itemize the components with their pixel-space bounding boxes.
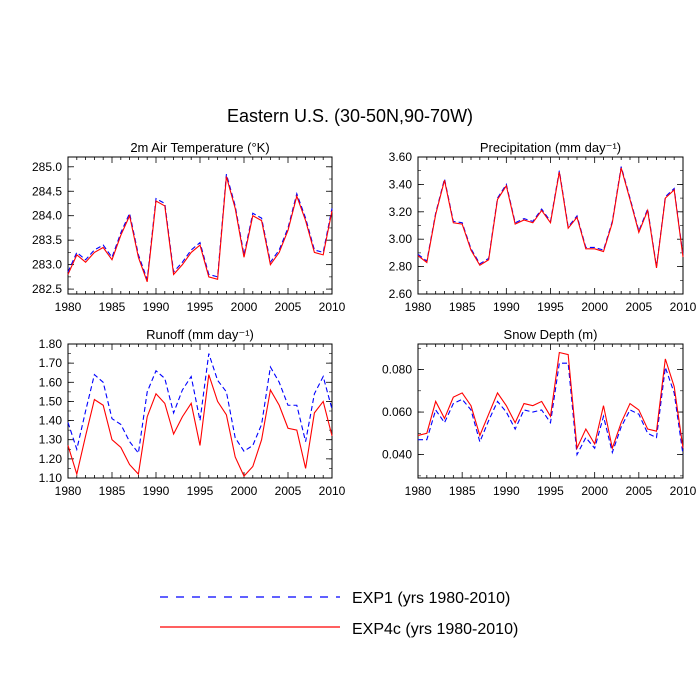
runoff-title: Runoff (mm day⁻¹)	[146, 327, 254, 342]
precipitation-ytick-label: 3.60	[389, 150, 413, 164]
runoff-xtick-label: 2010	[319, 484, 346, 498]
temperature-ytick-label: 284.0	[32, 209, 62, 223]
runoff-ytick-label: 1.70	[39, 356, 63, 370]
runoff-ytick-label: 1.20	[39, 452, 63, 466]
temperature-xtick-label: 2005	[275, 300, 302, 314]
snow-depth-series-exp4c	[417, 351, 684, 451]
runoff-frame	[67, 343, 333, 479]
snow-depth-xtick-label: 2000	[581, 484, 608, 498]
temperature-ytick-label: 284.5	[32, 184, 62, 198]
precipitation-xtick-label: 2005	[625, 300, 652, 314]
precipitation-xtick-label: 2010	[670, 300, 697, 314]
temperature-xtick-label: 2010	[319, 300, 346, 314]
temperature-xtick-label: 2000	[231, 300, 258, 314]
panel-temperature: 2m Air Temperature (°K) 1980 1985 1990 1995 2…	[32, 140, 346, 314]
temperature-ytick-label: 282.5	[32, 282, 62, 296]
page-title: Eastern U.S. (30-50N,90-70W)	[226, 106, 474, 126]
panel-runoff: Runoff (mm day⁻¹) 1980 1985 1990 1995 2000 200…	[39, 327, 346, 498]
runoff-xtick-label: 2005	[275, 484, 302, 498]
runoff-xtick-label: 1980	[55, 484, 82, 498]
runoff-ytick-label: 1.80	[39, 337, 63, 351]
panel-snow-depth: Snow Depth (m) 1980 1985 1990 1995 2000 2005 20…	[382, 327, 697, 498]
snow-depth-xtick-label: 1990	[493, 484, 520, 498]
temperature-xtick-label: 1990	[143, 300, 170, 314]
snow-depth-ytick-label: 0.040	[382, 448, 412, 462]
runoff-series-exp1	[67, 353, 333, 455]
temperature-series-exp1	[67, 173, 333, 280]
snow-depth-xtick-label: 1995	[537, 484, 564, 498]
precipitation-xtick-label: 1980	[405, 300, 432, 314]
runoff-ytick-label: 1.60	[39, 375, 63, 389]
snow-depth-series-exp1	[418, 362, 684, 457]
runoff-ytick-label: 1.40	[39, 414, 63, 428]
precipitation-xtick-label: 2000	[581, 300, 608, 314]
temperature-xtick-label: 1980	[55, 300, 82, 314]
precipitation-xtick-label: 1985	[449, 300, 476, 314]
runoff-series-exp4c	[67, 374, 333, 478]
runoff-ytick-label: 1.50	[39, 394, 63, 408]
snow-depth-xtick-label: 1980	[405, 484, 432, 498]
precipitation-ytick-label: 2.80	[389, 260, 413, 274]
runoff-ytick-label: 1.10	[39, 471, 63, 485]
runoff-xtick-label: 1990	[143, 484, 170, 498]
temperature-ytick-label: 283.0	[32, 258, 62, 272]
panel-precipitation: Precipitation (mm day⁻¹) 1980 1985 1990 1995…	[389, 140, 697, 314]
snow-depth-xtick-label: 2010	[670, 484, 697, 498]
temperature-series-exp4c	[67, 176, 333, 282]
temperature-xtick-label: 1995	[187, 300, 214, 314]
precipitation-ytick-label: 2.60	[389, 287, 413, 301]
precipitation-frame	[417, 156, 684, 295]
precipitation-ytick-label: 3.20	[389, 205, 413, 219]
runoff-xtick-label: 2000	[231, 484, 258, 498]
runoff-ytick-label: 1.30	[39, 433, 63, 447]
snow-depth-frame	[417, 343, 684, 479]
temperature-xtick-label: 1985	[99, 300, 126, 314]
precipitation-series-exp1	[417, 166, 684, 267]
precipitation-xtick-label: 1990	[493, 300, 520, 314]
snow-depth-title: Snow Depth (m)	[504, 327, 598, 342]
temperature-ytick-label: 285.0	[32, 160, 62, 174]
snow-depth-ytick-label: 0.080	[382, 363, 412, 377]
snow-depth-xtick-label: 1985	[449, 484, 476, 498]
temperature-title: 2m Air Temperature (°K)	[130, 140, 269, 155]
precipitation-title: Precipitation (mm day⁻¹)	[480, 140, 621, 155]
precipitation-ytick-label: 3.40	[389, 177, 413, 191]
runoff-xtick-label: 1995	[187, 484, 214, 498]
precipitation-xtick-label: 1995	[537, 300, 564, 314]
temperature-ytick-label: 283.5	[32, 233, 62, 247]
snow-depth-ytick-label: 0.060	[382, 405, 412, 419]
precipitation-ytick-label: 3.00	[389, 232, 413, 246]
runoff-xtick-label: 1985	[99, 484, 126, 498]
temperature-frame	[67, 156, 333, 295]
snow-depth-xtick-label: 2005	[625, 484, 652, 498]
precipitation-series-exp4c	[417, 167, 684, 269]
